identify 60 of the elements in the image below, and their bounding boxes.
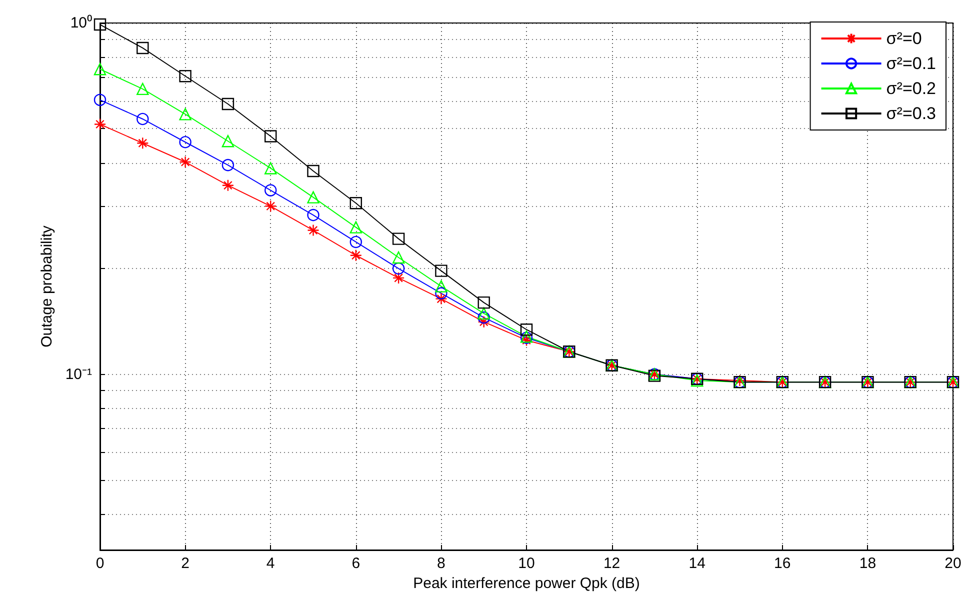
point xyxy=(478,307,490,320)
point xyxy=(307,191,320,204)
point xyxy=(136,137,149,150)
x-tick-label: 12 xyxy=(603,555,620,572)
point xyxy=(136,42,149,54)
point xyxy=(136,82,149,96)
legend-label: σ²=0.1 xyxy=(886,54,936,73)
point xyxy=(179,70,192,82)
point xyxy=(179,156,192,168)
point xyxy=(478,296,490,309)
legend-label: σ²=0.2 xyxy=(886,79,936,98)
point xyxy=(307,208,320,222)
point xyxy=(179,108,192,120)
y-axis-title: Outage probability xyxy=(38,225,56,348)
x-axis-title: Peak interference power Qpk (dB) xyxy=(413,574,640,592)
x-tick-label: 4 xyxy=(266,555,275,572)
point xyxy=(264,130,277,142)
point xyxy=(136,112,149,126)
x-tick-label: 18 xyxy=(859,555,876,572)
point xyxy=(307,164,320,178)
point xyxy=(264,200,277,212)
point xyxy=(392,262,405,275)
point xyxy=(392,272,405,284)
point xyxy=(94,118,106,130)
point xyxy=(435,292,448,305)
x-tick-label: 0 xyxy=(96,555,104,572)
point xyxy=(350,236,362,248)
point xyxy=(264,162,277,174)
point xyxy=(222,98,234,110)
y-tick-label: 10⁻¹ xyxy=(65,366,92,383)
point xyxy=(94,18,106,31)
point xyxy=(478,316,490,328)
point xyxy=(350,197,362,210)
x-tick-label: 2 xyxy=(181,555,190,572)
point xyxy=(222,158,234,172)
point xyxy=(222,135,234,148)
point xyxy=(478,311,490,324)
point xyxy=(94,94,106,106)
point xyxy=(350,221,362,234)
point xyxy=(435,287,448,300)
point xyxy=(350,249,362,262)
x-tick-label: 8 xyxy=(437,555,446,572)
point xyxy=(264,184,277,196)
point xyxy=(392,251,405,264)
point xyxy=(307,224,320,236)
x-tick-label: 16 xyxy=(774,555,791,572)
legend-label: σ²=0.3 xyxy=(886,104,936,123)
legend-label: σ²=0 xyxy=(886,29,922,48)
point xyxy=(520,324,533,336)
y-tick-label: 10⁰ xyxy=(70,14,92,32)
point xyxy=(435,264,448,277)
point xyxy=(435,280,448,292)
point xyxy=(222,179,234,192)
x-tick-label: 6 xyxy=(352,555,360,572)
point xyxy=(179,136,192,148)
x-tick-label: 10 xyxy=(518,555,535,572)
point xyxy=(94,63,106,76)
x-tick-label: 14 xyxy=(688,555,706,572)
point xyxy=(392,232,405,245)
x-tick-label: 20 xyxy=(944,555,962,572)
